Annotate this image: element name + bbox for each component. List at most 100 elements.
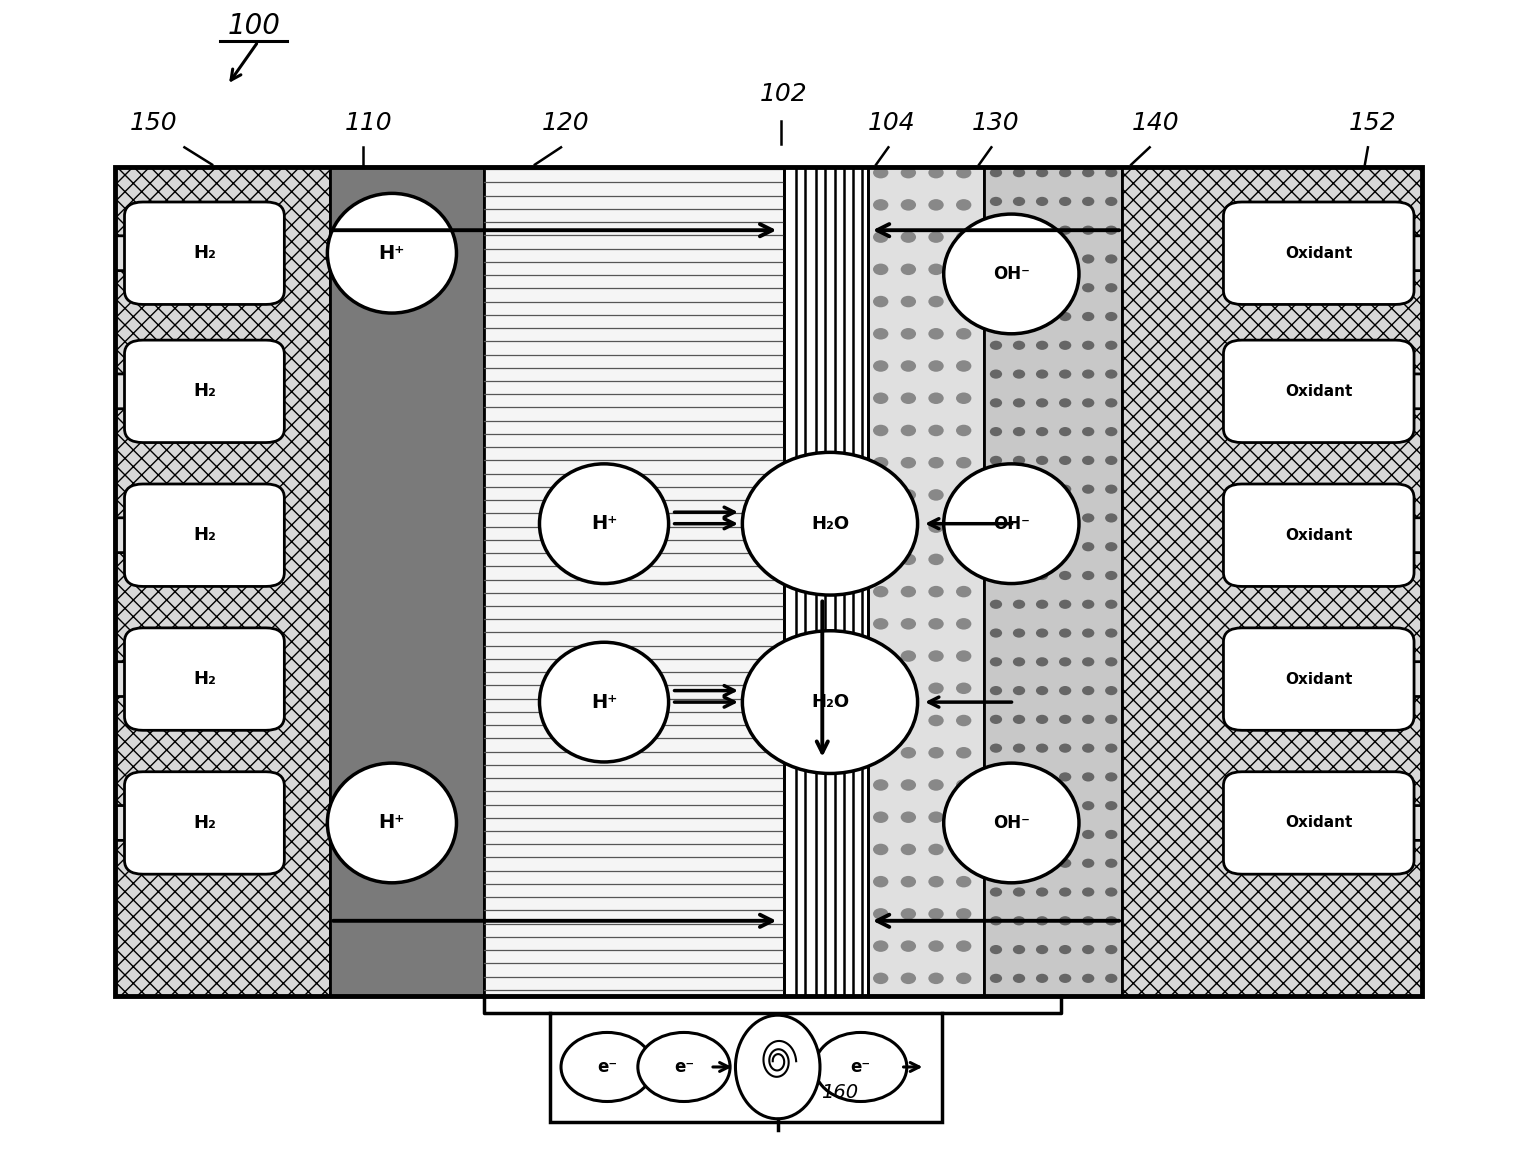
Circle shape: [928, 264, 944, 275]
Circle shape: [928, 650, 944, 662]
Circle shape: [990, 341, 1002, 350]
Ellipse shape: [539, 464, 669, 584]
Text: H₂O: H₂O: [812, 514, 848, 533]
Circle shape: [1059, 744, 1071, 753]
Circle shape: [990, 485, 1002, 494]
Circle shape: [990, 686, 1002, 695]
Circle shape: [873, 844, 888, 855]
Circle shape: [1105, 744, 1117, 753]
Circle shape: [990, 801, 1002, 810]
Circle shape: [1036, 744, 1048, 753]
Circle shape: [1082, 686, 1094, 695]
Circle shape: [1036, 571, 1048, 580]
Circle shape: [956, 264, 971, 275]
Circle shape: [873, 264, 888, 275]
Circle shape: [1013, 485, 1025, 494]
Circle shape: [1082, 542, 1094, 551]
Circle shape: [1013, 628, 1025, 638]
Circle shape: [928, 940, 944, 952]
Text: H₂: H₂: [194, 244, 215, 262]
Circle shape: [1082, 456, 1094, 465]
FancyArrow shape: [115, 504, 192, 566]
Circle shape: [956, 650, 971, 662]
Circle shape: [990, 571, 1002, 580]
FancyBboxPatch shape: [1223, 203, 1414, 304]
Circle shape: [928, 425, 944, 436]
Circle shape: [1059, 772, 1071, 782]
Circle shape: [873, 618, 888, 630]
Circle shape: [1082, 744, 1094, 753]
Text: H⁺: H⁺: [590, 693, 618, 711]
Circle shape: [1082, 628, 1094, 638]
Circle shape: [1082, 226, 1094, 235]
Circle shape: [1013, 427, 1025, 436]
Circle shape: [901, 940, 916, 952]
Circle shape: [873, 715, 888, 726]
Circle shape: [928, 296, 944, 307]
Ellipse shape: [944, 763, 1079, 883]
Text: 140: 140: [1133, 110, 1179, 135]
Circle shape: [1036, 628, 1048, 638]
FancyArrow shape: [115, 647, 192, 711]
Circle shape: [1082, 945, 1094, 954]
Text: Oxidant: Oxidant: [1285, 815, 1353, 831]
Circle shape: [956, 811, 971, 823]
Circle shape: [1013, 283, 1025, 292]
Text: H⁺: H⁺: [590, 514, 618, 533]
Circle shape: [1105, 398, 1117, 407]
Text: Oxidant: Oxidant: [1285, 245, 1353, 261]
Bar: [115, 167, 1422, 996]
Circle shape: [1059, 686, 1071, 695]
FancyArrow shape: [1345, 792, 1422, 854]
Circle shape: [1036, 686, 1048, 695]
Circle shape: [1013, 398, 1025, 407]
Circle shape: [1082, 715, 1094, 724]
Circle shape: [1105, 369, 1117, 379]
Text: e⁻: e⁻: [673, 1058, 695, 1076]
Circle shape: [901, 811, 916, 823]
Text: 104: 104: [868, 110, 915, 135]
FancyArrow shape: [1345, 221, 1422, 284]
Circle shape: [956, 328, 971, 340]
Circle shape: [928, 328, 944, 340]
Circle shape: [873, 973, 888, 984]
Circle shape: [1105, 283, 1117, 292]
Bar: [1122, 167, 1422, 996]
Circle shape: [1013, 341, 1025, 350]
Circle shape: [873, 779, 888, 791]
Circle shape: [990, 772, 1002, 782]
Bar: [484, 167, 784, 996]
Text: H₂: H₂: [194, 526, 215, 544]
Text: 102: 102: [761, 82, 807, 106]
Circle shape: [1013, 254, 1025, 264]
Circle shape: [873, 940, 888, 952]
Text: e⁻: e⁻: [596, 1058, 618, 1076]
Circle shape: [1059, 600, 1071, 609]
Circle shape: [1036, 398, 1048, 407]
Circle shape: [956, 586, 971, 597]
Circle shape: [990, 513, 1002, 523]
Circle shape: [990, 197, 1002, 206]
Circle shape: [873, 521, 888, 533]
Circle shape: [928, 908, 944, 920]
Circle shape: [1036, 887, 1048, 897]
Circle shape: [1036, 168, 1048, 177]
Circle shape: [956, 167, 971, 178]
Circle shape: [956, 554, 971, 565]
Circle shape: [901, 650, 916, 662]
Circle shape: [1082, 427, 1094, 436]
Circle shape: [928, 392, 944, 404]
Circle shape: [1105, 657, 1117, 666]
Circle shape: [956, 844, 971, 855]
Circle shape: [901, 425, 916, 436]
Circle shape: [901, 231, 916, 243]
Ellipse shape: [944, 464, 1079, 584]
Circle shape: [1105, 772, 1117, 782]
Circle shape: [956, 683, 971, 694]
Circle shape: [1059, 226, 1071, 235]
Circle shape: [1013, 945, 1025, 954]
Circle shape: [1036, 916, 1048, 925]
Circle shape: [1013, 657, 1025, 666]
Circle shape: [1036, 974, 1048, 983]
Circle shape: [873, 650, 888, 662]
